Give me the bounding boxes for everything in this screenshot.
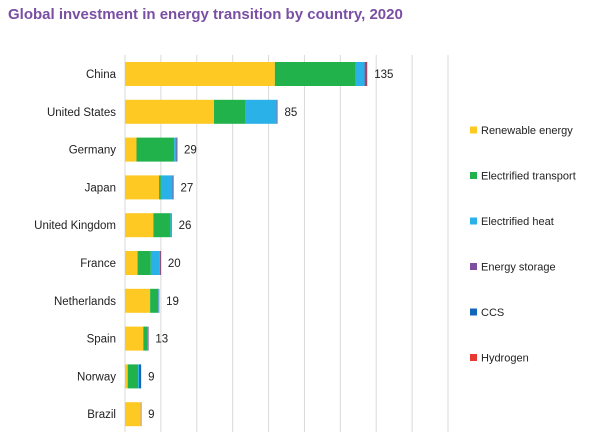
bar-segment [140,402,142,427]
bar-segment [364,62,366,86]
legend-swatch [470,126,477,134]
legend-label: Energy storage [481,262,556,274]
bar-segment [143,326,148,351]
category-label: Japan [85,182,116,194]
bar-segment [125,62,275,86]
legend-swatch [470,172,477,179]
bar-segment [125,251,138,275]
bar-segment [137,251,151,275]
total-label: 13 [155,334,168,346]
bar-segment [139,364,142,389]
bar-segment [159,251,161,275]
total-label: 19 [166,296,179,308]
bar-segment [138,364,140,389]
bar-segment [158,288,159,313]
legend: Renewable energy Electrified transport Ele… [470,125,576,365]
total-label: 27 [180,182,193,194]
total-label: 9 [148,371,154,383]
bar-segment [125,99,215,124]
bar-segment [171,213,172,238]
bar-segment [125,175,160,200]
bar-segment [147,326,149,351]
bar-segment [365,62,367,86]
bar-segment [173,175,174,200]
bar-segment [172,175,174,200]
bar-segment [150,251,160,275]
bar-segment [125,364,128,389]
bar-segment [125,213,154,238]
gridlines [124,55,449,432]
bar-segment [159,175,161,200]
bar-segment [245,99,277,124]
bar-segment [150,288,159,313]
bar-segment [276,99,278,124]
bar-segment [366,62,368,86]
bar-segment [214,99,246,124]
bar-segment [174,137,177,162]
bar-segment [160,175,173,200]
bar-segment [147,326,149,351]
bar-segment [136,137,175,162]
total-label: 26 [179,220,192,232]
total-label: 29 [184,145,197,157]
legend-label: Renewable energy [481,125,573,137]
category-label: China [86,69,117,81]
bar-segment [125,288,151,313]
bar-segment [170,213,172,238]
legend-swatch [470,217,477,225]
legend-label: Electrified transport [481,171,576,183]
category-label: United States [47,107,116,119]
total-labels: 135 85 29 27 26 20 19 13 9 9 [148,69,393,421]
bar-segment [125,137,137,162]
bar-segment [153,213,171,238]
category-labels: China United States Germany Japan United Kin… [34,69,116,421]
category-label: Brazil [87,409,116,421]
bar-segment [158,288,160,313]
bar-segment [176,137,178,162]
bar-segment [160,251,161,275]
bar-segment [125,326,144,351]
legend-label: Hydrogen [481,353,529,365]
total-label: 135 [374,69,393,81]
category-label: Spain [87,334,116,346]
category-label: Germany [69,145,117,157]
legend-swatch [470,308,477,316]
bar-segment [355,62,365,86]
bar-segment [160,251,162,275]
total-label: 9 [148,409,154,421]
category-label: Norway [77,371,116,383]
bars [125,62,368,427]
bar-segment [176,137,178,162]
bar-segment [127,364,139,389]
category-label: France [80,258,116,270]
legend-label: CCS [481,307,504,319]
category-label: Netherlands [54,296,116,308]
total-label: 85 [285,107,298,119]
bar-segment [274,62,356,86]
bar-segment [125,402,141,427]
bar-segment [138,364,139,389]
chart-title: Global investment in energy transition b… [8,6,403,23]
legend-label: Electrified heat [481,216,554,228]
legend-swatch [470,263,477,270]
category-label: United Kingdom [34,220,116,232]
total-label: 20 [168,258,181,270]
legend-swatch [470,354,477,361]
